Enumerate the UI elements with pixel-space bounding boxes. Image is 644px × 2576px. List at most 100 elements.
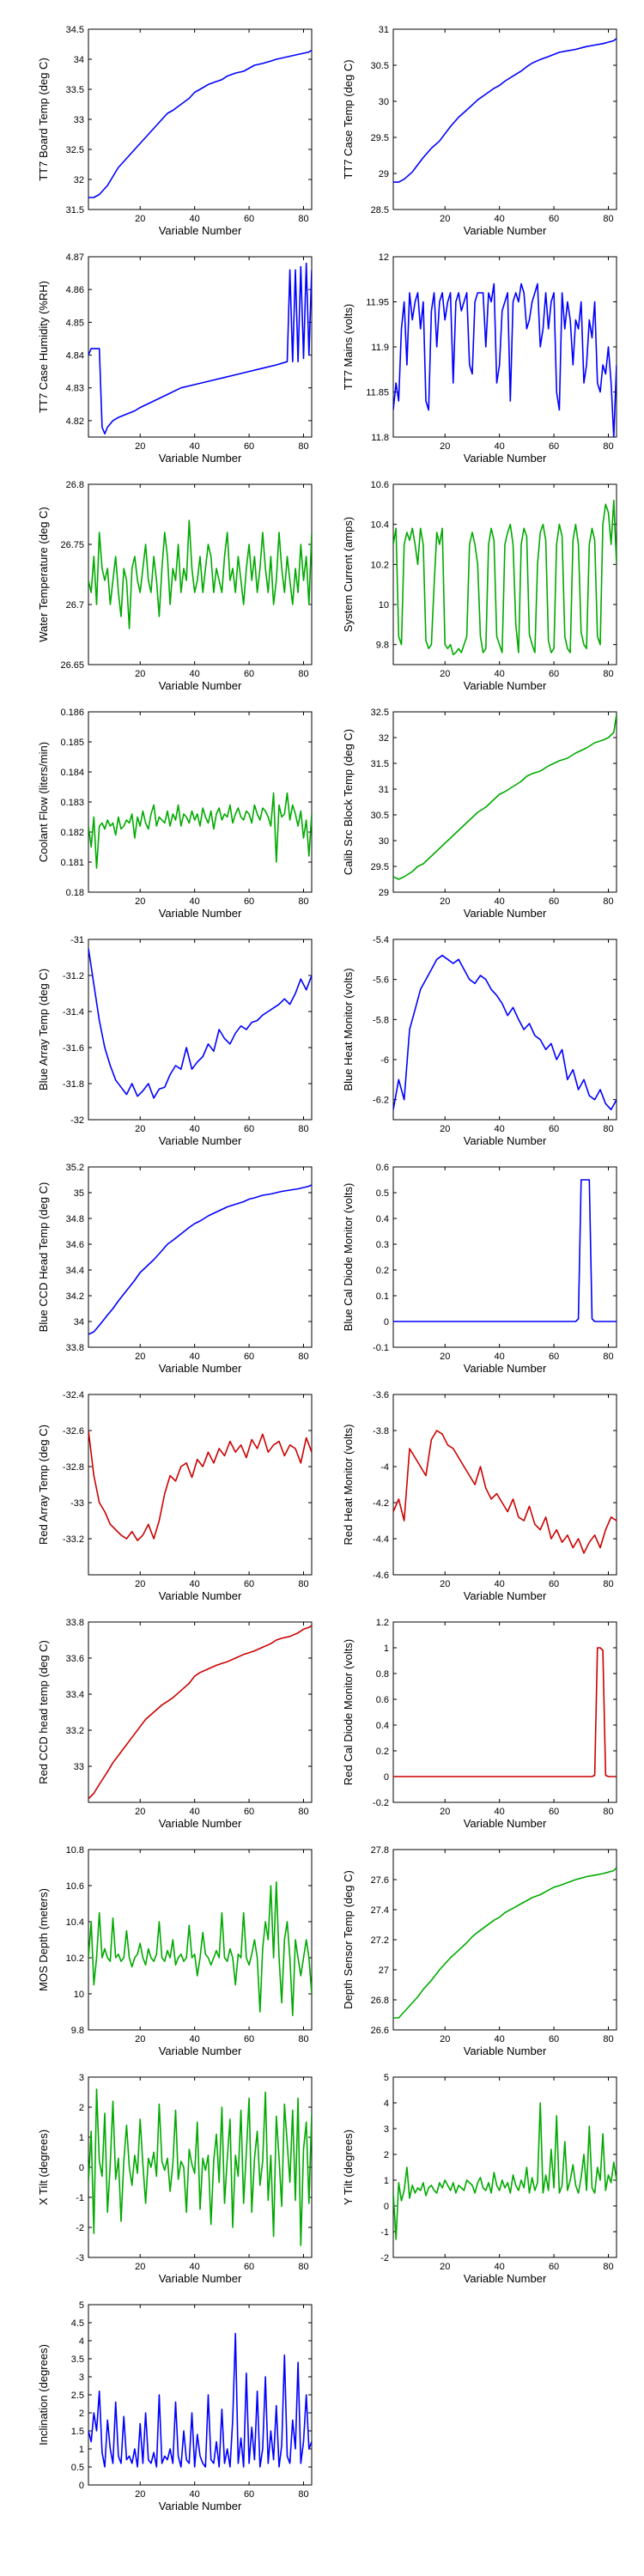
x-tick-label: 80 [298,1807,308,1817]
y-axis-label: TT7 Case Temp (deg C) [342,59,355,179]
x-tick-label: 20 [135,2489,145,2500]
x-axis-label: Variable Number [464,452,547,465]
y-tick-label: 3 [384,2124,389,2135]
y-tick-label: 5 [79,2300,84,2311]
y-tick-label: 31 [379,25,389,35]
series-line [88,948,312,1099]
y-tick-label: 10.8 [66,1845,84,1856]
x-tick-label: 60 [244,214,254,224]
x-tick-label: 20 [440,1124,450,1134]
y-axis-label: Inclination (degrees) [37,2344,50,2445]
series-line [393,1647,617,1777]
x-tick-label: 20 [440,1352,450,1362]
y-tick-label: 0.182 [60,828,84,838]
x-axis-label: Variable Number [159,679,242,692]
y-tick-label: 0.184 [60,768,84,778]
x-axis-label: Variable Number [159,2044,242,2057]
axes-frame [88,28,313,210]
chart-panel-10: 20 40 60 80 -6.2 -6 -5.8 -5.6 -5.4 Variable Numbe… [342,935,617,1147]
chart-panel-4: 20 40 60 80 11.8 11.85 11.9 11.95 12 Variable Num… [342,252,617,465]
y-tick-label: 27.2 [371,1935,389,1946]
x-axis-label: Variable Number [464,907,547,920]
series-line [393,1867,617,2019]
chart-panel-11: 20 40 60 80 33.8 34 34.2 34.4 34.6 34.8 35 35.2 Vari… [37,1163,313,1375]
series-line [88,1184,312,1335]
chart-panel-12: 20 40 60 80 -0.1 0 0.1 0.2 0.3 0.4 0.5 0.6 Variable … [342,1163,617,1375]
y-tick-label: 0.6 [376,1163,389,1173]
y-axis-label: Red CCD head temp (deg C) [37,1640,50,1784]
y-tick-label: -6 [380,1055,389,1066]
series-line [88,49,312,198]
x-tick-label: 80 [298,214,308,224]
x-tick-label: 60 [244,1124,254,1134]
y-tick-label: 34.5 [66,25,84,35]
y-tick-label: -32 [70,1115,84,1126]
x-tick-label: 60 [549,896,559,907]
y-tick-label: 11.9 [371,343,389,353]
y-tick-label: 35 [74,1188,84,1199]
y-tick-label: 0.186 [60,708,84,718]
x-tick-label: 40 [190,1352,200,1362]
y-tick-label: -4.2 [373,1498,389,1509]
series-line [88,792,312,869]
y-tick-label: -4.6 [373,1571,389,1581]
y-axis-label: Depth Sensor Temp (deg C) [342,1870,355,2009]
y-tick-label: 9.8 [376,641,389,651]
y-tick-label: 0 [384,2202,389,2212]
y-tick-label: 4 [384,2099,389,2109]
series-line [393,714,617,880]
x-tick-label: 80 [603,441,613,452]
x-tick-label: 60 [549,1579,559,1589]
chart-panel-20: 20 40 60 80 -2 -1 0 1 2 3 4 5 Variable Number Y Tilt … [342,2073,617,2285]
x-tick-label: 40 [495,669,505,679]
y-tick-label: -5.4 [373,935,389,945]
x-tick-label: 20 [135,896,145,907]
y-tick-label: 30.5 [371,61,389,71]
y-axis-label: TT7 Mains (volts) [342,304,355,390]
x-tick-label: 40 [495,2262,505,2272]
y-axis-label: Calib Src Block Temp (deg C) [342,729,355,875]
x-tick-label: 60 [549,669,559,679]
y-tick-label: 29.5 [371,862,389,872]
chart-panel-5: 20 40 60 80 26.65 26.7 26.75 26.8 Variable Numbe… [37,480,313,692]
x-tick-label: 40 [190,1124,200,1134]
x-axis-label: Variable Number [159,1362,242,1375]
y-axis-label: Red Array Temp (deg C) [37,1425,50,1545]
y-tick-label: 2.5 [71,2391,84,2401]
x-tick-label: 80 [298,441,308,452]
x-axis-label: Variable Number [464,224,547,237]
x-tick-label: 40 [495,1807,505,1817]
y-tick-label: -0.2 [373,1798,389,1808]
y-tick-label: 26.8 [66,480,84,490]
x-tick-label: 80 [603,2262,613,2272]
chart-panel-16: 20 40 60 80 -0.2 0 0.2 0.4 0.6 0.8 1 1.2 Variable Nu… [342,1618,617,1830]
x-tick-label: 60 [244,669,254,679]
series-line [88,2332,312,2468]
y-axis-label: Blue CCD Head Temp (deg C) [37,1182,50,1333]
x-axis-label: Variable Number [464,2272,547,2285]
y-tick-label: 34.4 [66,1266,84,1276]
x-axis-label: Variable Number [159,1817,242,1830]
y-tick-label: 31 [379,785,389,795]
y-tick-label: 10 [74,1990,84,2000]
y-tick-label: 29.5 [371,133,389,143]
y-tick-label: 31.5 [66,205,84,216]
y-axis-label: MOS Depth (meters) [37,1888,50,1991]
y-tick-label: 0 [79,2163,84,2173]
axes-frame [392,711,617,893]
y-tick-label: 10.2 [371,560,389,570]
y-tick-label: 34.8 [66,1214,84,1224]
y-tick-label: 0.6 [376,1695,389,1705]
y-tick-label: 34.6 [66,1240,84,1250]
y-tick-label: 33.6 [66,1654,84,1664]
x-tick-label: 80 [298,1124,308,1134]
y-tick-label: 10.4 [66,1917,84,1928]
axes-frame [392,1394,617,1576]
y-tick-label: 0 [384,1317,389,1327]
x-tick-label: 80 [298,669,308,679]
series-line [88,262,312,435]
y-tick-label: 1 [384,2176,389,2186]
series-line [393,38,617,183]
y-tick-label: 4.85 [66,318,84,328]
y-tick-label: -32.4 [63,1390,84,1400]
